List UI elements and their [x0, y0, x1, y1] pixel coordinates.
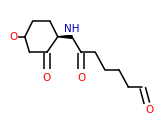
Text: O: O — [9, 32, 17, 42]
Polygon shape — [58, 35, 72, 38]
Text: NH: NH — [64, 24, 80, 34]
Text: O: O — [43, 73, 51, 83]
Text: O: O — [145, 105, 154, 115]
Text: O: O — [77, 73, 85, 83]
